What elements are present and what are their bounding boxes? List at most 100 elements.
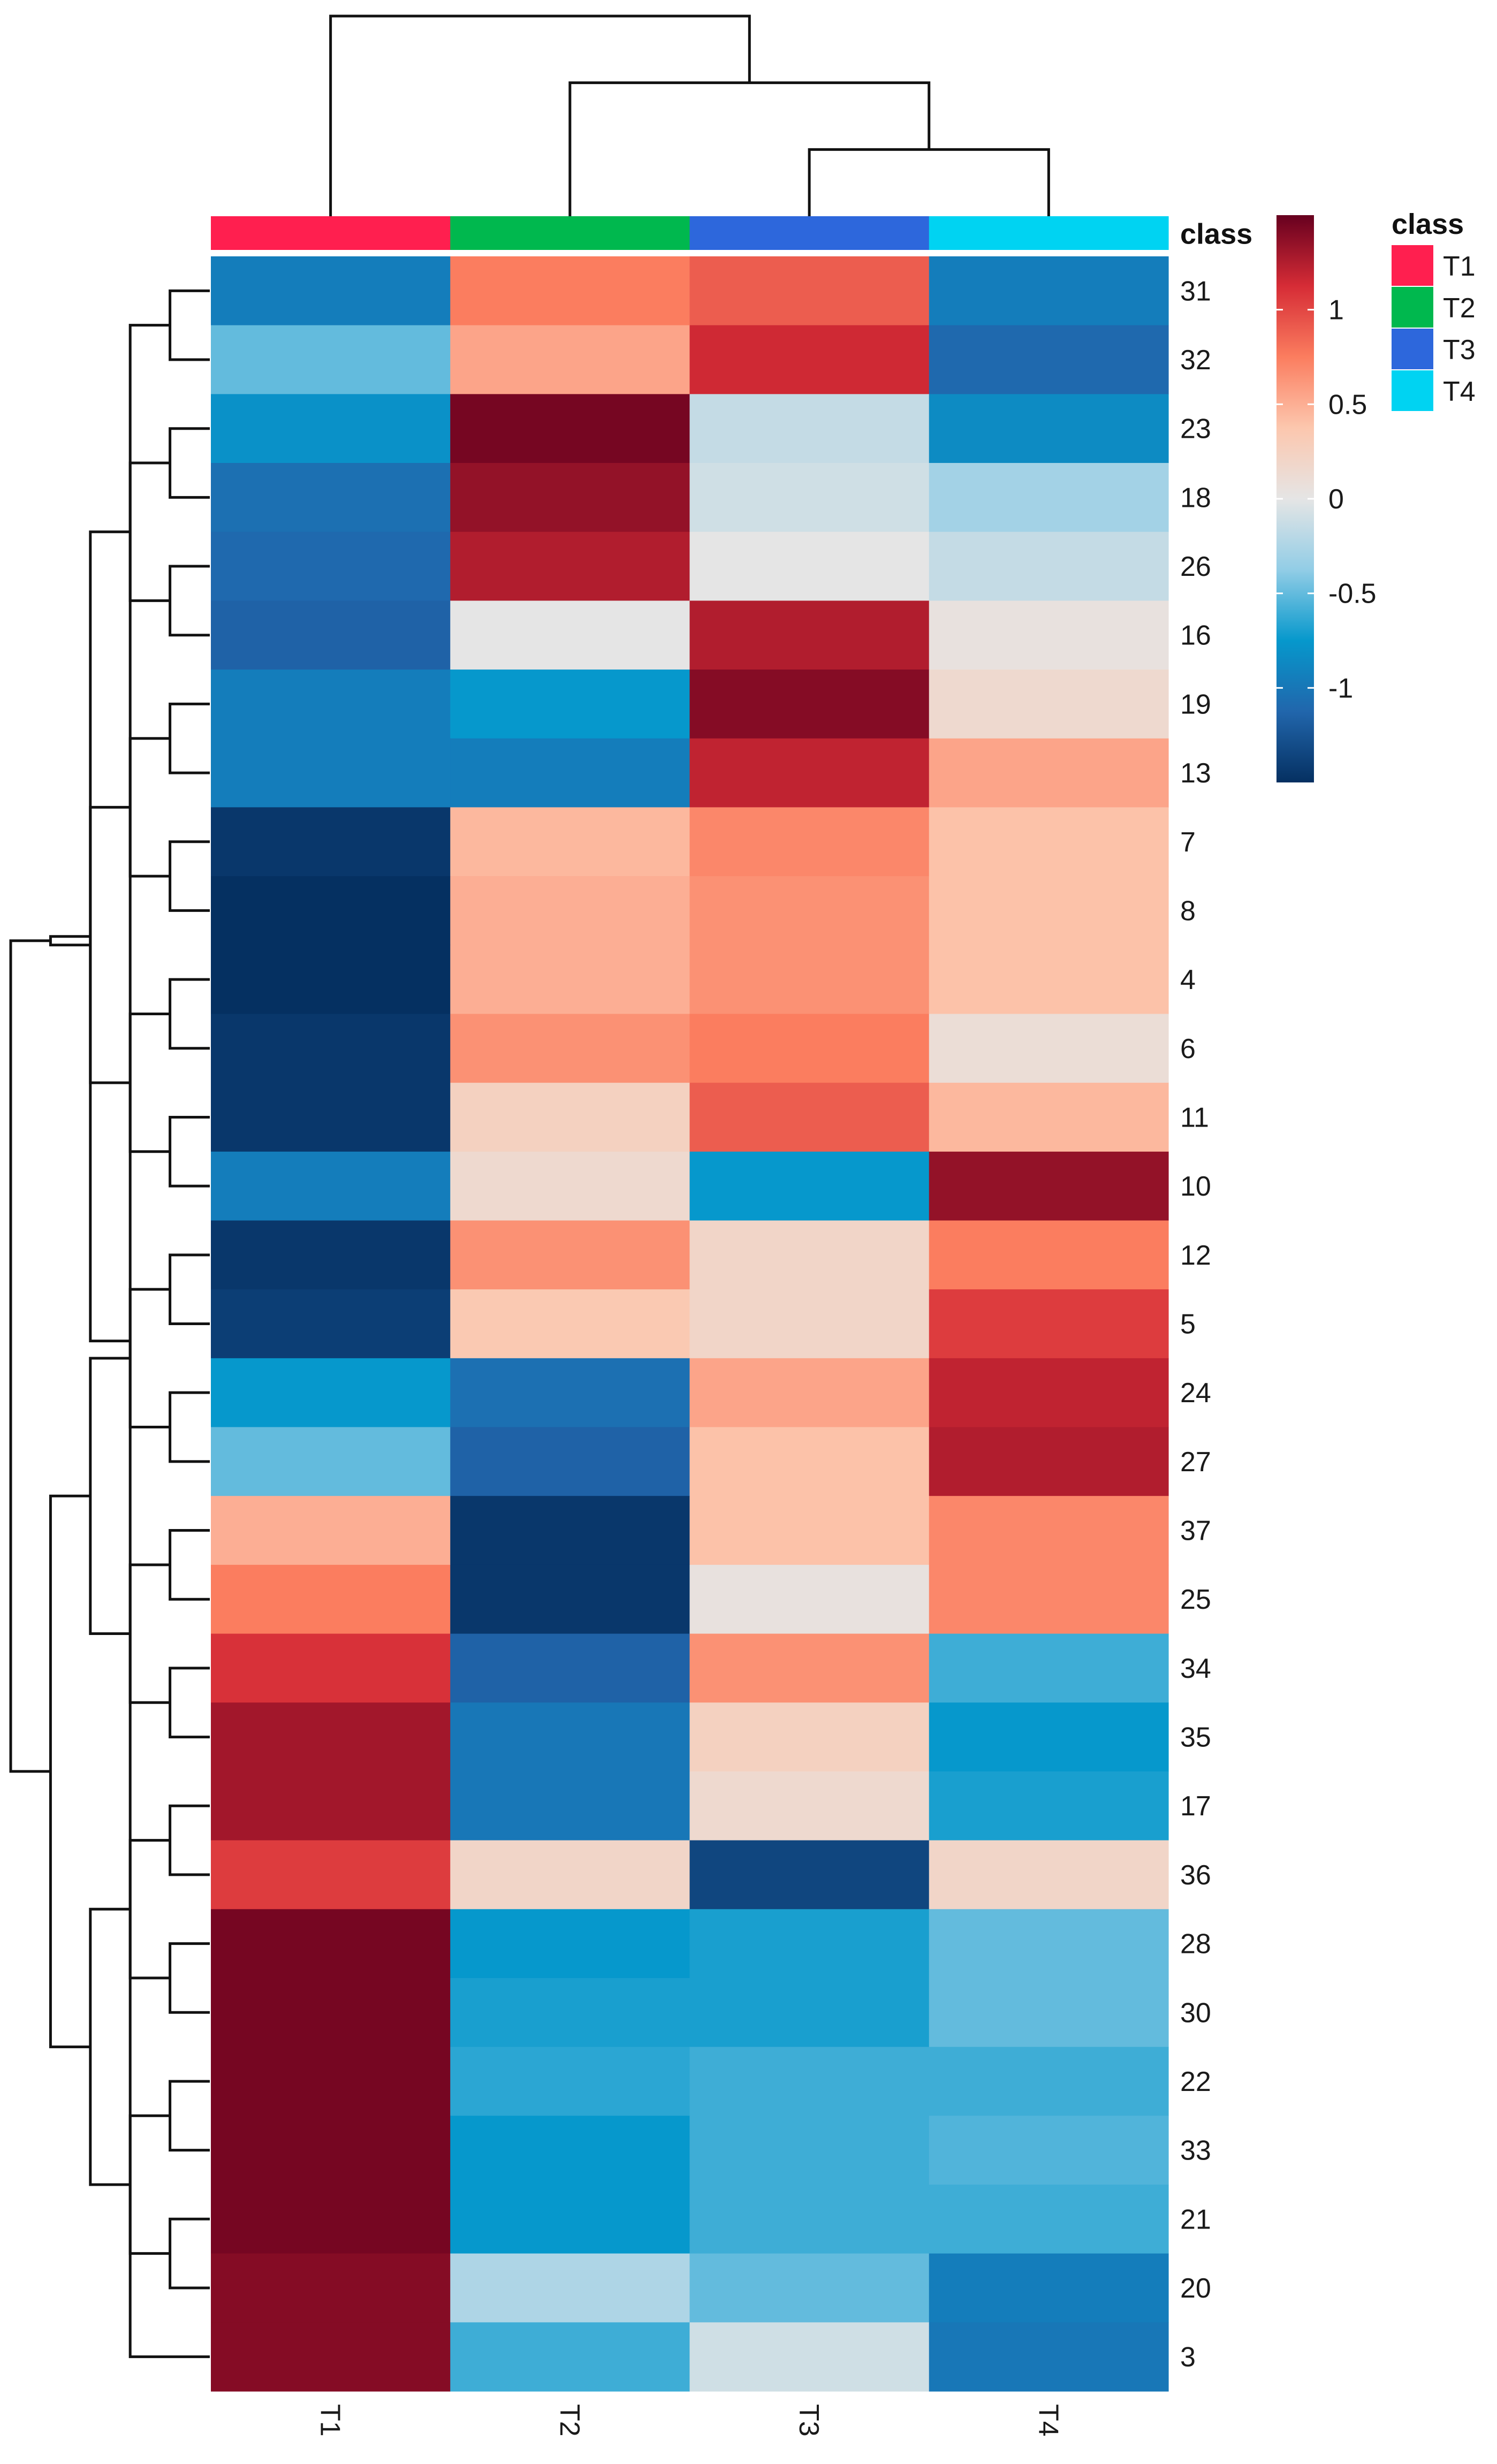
color-scale-legend: 1 0.5 0 -0.5 -1 [1276, 215, 1377, 782]
heatmap-cell-25-T1 [211, 1564, 451, 1634]
class-legend: class T1 T2 T3 T4 [1392, 208, 1476, 411]
heatmap-cell-35-T1 [211, 1702, 451, 1772]
class-annotation-label: class [1180, 218, 1252, 250]
heatmap-cell-12-T3 [689, 1220, 930, 1290]
heatmap-cell-34-T1 [211, 1633, 451, 1703]
heatmap-cell-3-T2 [450, 2322, 690, 2392]
row-label: 26 [1180, 551, 1211, 582]
heatmap-cell-10-T3 [689, 1151, 930, 1221]
row-dendrogram [9, 289, 210, 2359]
heatmap-cell-32-T4 [929, 325, 1169, 394]
heatmap-cell-27-T4 [929, 1427, 1169, 1496]
heatmap-cell-4-T1 [211, 945, 451, 1015]
row-label: 13 [1180, 758, 1211, 789]
heatmap-cell-22-T1 [211, 2047, 451, 2116]
heatmap-cell-20-T3 [689, 2253, 930, 2323]
heatmap-cell-24-T4 [929, 1358, 1169, 1428]
heatmap-cell-12-T2 [450, 1220, 690, 1290]
heatmap-cell-36-T1 [211, 1840, 451, 1910]
heatmap-cell-28-T3 [689, 1909, 930, 1979]
heatmap-cell-23-T3 [689, 394, 930, 463]
row-label: 22 [1180, 2066, 1211, 2097]
heatmap-cell-5-T2 [450, 1289, 690, 1359]
heatmap-cell-8-T2 [450, 876, 690, 946]
heatmap-cell-37-T2 [450, 1496, 690, 1565]
heatmap-cell-16-T4 [929, 600, 1169, 670]
color-scale-tick-label: 1 [1328, 295, 1344, 326]
heatmap-cell-13-T1 [211, 738, 451, 808]
row-label: 8 [1180, 895, 1196, 926]
row-dendrogram-link [9, 939, 51, 1773]
heatmap-cell-31-T4 [929, 256, 1169, 326]
row-label: 12 [1180, 1240, 1211, 1271]
column-label: T3 [793, 2404, 824, 2437]
row-label: 23 [1180, 414, 1211, 445]
row-label: 28 [1180, 1929, 1211, 1960]
column-label: T4 [1032, 2404, 1063, 2437]
heatmap-cell-16-T2 [450, 600, 690, 670]
column-dendrogram [329, 14, 1050, 216]
heatmap-cell-4-T4 [929, 945, 1169, 1015]
class-annotation-bar: class [211, 216, 1252, 250]
heatmap-cell-34-T4 [929, 1633, 1169, 1703]
heatmap-cell-24-T1 [211, 1358, 451, 1428]
heatmap-cell-11-T2 [450, 1083, 690, 1152]
class-annotation-T1 [211, 216, 451, 250]
heatmap-cell-33-T3 [689, 2116, 930, 2185]
heatmap-cell-27-T3 [689, 1427, 930, 1496]
heatmap-cell-36-T2 [450, 1840, 690, 1910]
row-label: 36 [1180, 1860, 1211, 1891]
column-labels: T1 T2 T3 T4 [315, 2404, 1064, 2437]
heatmap-cell-11-T3 [689, 1083, 930, 1152]
heatmap-cell-30-T2 [450, 1978, 690, 2048]
heatmap-cell-20-T4 [929, 2253, 1169, 2323]
heatmap-cell-21-T1 [211, 2184, 451, 2254]
row-label: 34 [1180, 1653, 1211, 1684]
heatmap-cell-19-T4 [929, 670, 1169, 739]
column-label: T1 [315, 2404, 346, 2437]
heatmap-cell-37-T4 [929, 1496, 1169, 1565]
row-label: 25 [1180, 1584, 1211, 1615]
heatmap-cell-5-T3 [689, 1289, 930, 1359]
heatmap-cell-13-T4 [929, 738, 1169, 808]
class-legend-label: T4 [1443, 376, 1476, 407]
class-legend-label: T2 [1443, 293, 1476, 324]
heatmap-cell-5-T4 [929, 1289, 1169, 1359]
row-label: 4 [1180, 964, 1196, 995]
column-label: T2 [554, 2404, 585, 2437]
heatmap-cell-16-T1 [211, 600, 451, 670]
heatmap-cell-26-T4 [929, 531, 1169, 601]
heatmap-cell-25-T3 [689, 1564, 930, 1634]
heatmap-cell-25-T2 [450, 1564, 690, 1634]
heatmap-cell-13-T3 [689, 738, 930, 808]
row-label: 24 [1180, 1378, 1211, 1409]
heatmap-cell-27-T1 [211, 1427, 451, 1496]
heatmap-cell-22-T3 [689, 2047, 930, 2116]
row-label: 33 [1180, 2135, 1211, 2166]
heatmap-cell-12-T1 [211, 1220, 451, 1290]
heatmap-cells [211, 256, 1169, 2392]
heatmap-cell-7-T1 [211, 807, 451, 877]
heatmap-cell-24-T2 [450, 1358, 690, 1428]
heatmap-cell-28-T1 [211, 1909, 451, 1979]
class-legend-title: class [1392, 208, 1464, 240]
row-label: 35 [1180, 1722, 1211, 1753]
heatmap-cell-6-T1 [211, 1014, 451, 1083]
heatmap-cell-24-T3 [689, 1358, 930, 1428]
heatmap-cell-10-T1 [211, 1151, 451, 1221]
heatmap-cell-32-T3 [689, 325, 930, 394]
row-label: 10 [1180, 1171, 1211, 1202]
heatmap-cell-18-T4 [929, 463, 1169, 533]
heatmap-cell-12-T4 [929, 1220, 1169, 1290]
heatmap-cell-35-T4 [929, 1702, 1169, 1772]
heatmap-cell-37-T1 [211, 1496, 451, 1565]
class-annotation-T3 [689, 216, 930, 250]
row-label: 21 [1180, 2204, 1211, 2235]
heatmap-cell-22-T2 [450, 2047, 690, 2116]
heatmap-cell-18-T1 [211, 463, 451, 533]
heatmap-cell-25-T4 [929, 1564, 1169, 1634]
heatmap-cell-27-T2 [450, 1427, 690, 1496]
heatmap-cell-31-T1 [211, 256, 451, 326]
heatmap-cell-19-T2 [450, 670, 690, 739]
